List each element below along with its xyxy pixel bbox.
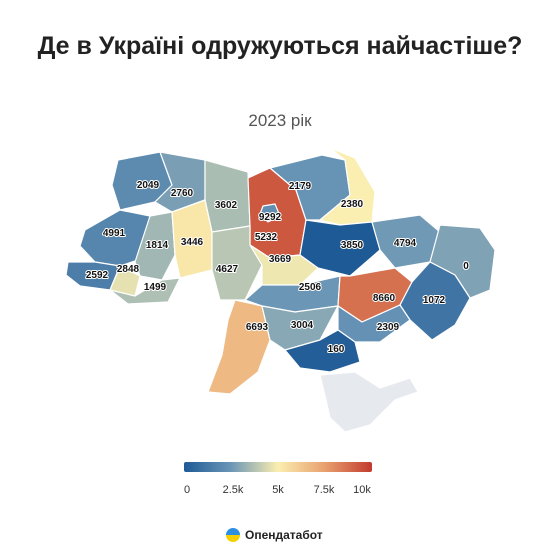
region-value-label: 2049: [137, 180, 160, 191]
region-value-label: 3850: [341, 240, 364, 251]
region-value-label: 3004: [291, 320, 314, 331]
region-value-label: 3669: [269, 254, 292, 265]
region-value-label: 4627: [216, 264, 239, 275]
region-shape[interactable]: [204, 159, 251, 233]
legend-color-bar: [184, 462, 372, 472]
region-value-label: 8660: [373, 293, 396, 304]
legend-tick: 10k: [353, 484, 371, 496]
region-value-label: 2848: [117, 264, 140, 275]
region-value-label: 1499: [144, 282, 167, 293]
region-shape[interactable]: [207, 299, 271, 395]
map-title: Де в Україні одружуються найчастіше?: [37, 32, 523, 60]
region-shape[interactable]: [299, 219, 381, 277]
region-value-label: 160: [328, 344, 345, 355]
map-subtitle: 2023 рік: [248, 111, 312, 130]
region-value-label: 2380: [341, 199, 364, 210]
region-value-label: 0: [463, 261, 469, 272]
region-value-label: 2309: [377, 322, 400, 333]
legend-tick: 5k: [272, 484, 284, 496]
color-legend: 0 2.5k 5k 7.5k 10k: [184, 462, 372, 506]
legend-tick: 7.5k: [313, 484, 335, 496]
crimea-shape: [319, 371, 419, 433]
region-value-label: 2506: [299, 282, 322, 293]
region-value-label: 6693: [246, 322, 269, 333]
region-shape[interactable]: [249, 244, 319, 286]
opendatabot-logo-icon: [226, 528, 240, 542]
region-value-label: 3602: [215, 200, 238, 211]
region-shape[interactable]: [109, 277, 181, 305]
region-value-label: 2760: [171, 188, 194, 199]
region-value-label: 2179: [289, 181, 312, 192]
ukraine-map: 2049 2760 3602 9292 2179 2380 4991 1814 …: [65, 147, 496, 433]
region-value-label: 9292: [259, 212, 282, 223]
region-shape[interactable]: [284, 329, 361, 373]
region-value-label: 3446: [181, 237, 204, 248]
region-value-label: 5232: [255, 232, 278, 243]
region-value-label: 4991: [103, 228, 126, 239]
brand-name: Опендатабот: [245, 528, 323, 542]
region-shape[interactable]: [259, 203, 281, 223]
region-value-label: 1072: [423, 295, 446, 306]
region-value-label: 2592: [86, 270, 109, 281]
region-value-label: 1814: [146, 240, 169, 251]
legend-tick: 2.5k: [222, 484, 244, 496]
brand: Опендатабот: [226, 528, 323, 542]
legend-tick: 0: [183, 484, 191, 496]
region-shape[interactable]: [211, 225, 263, 301]
region-value-label: 4794: [394, 238, 417, 249]
legend-ticks: 0 2.5k 5k 7.5k 10k: [184, 484, 372, 506]
